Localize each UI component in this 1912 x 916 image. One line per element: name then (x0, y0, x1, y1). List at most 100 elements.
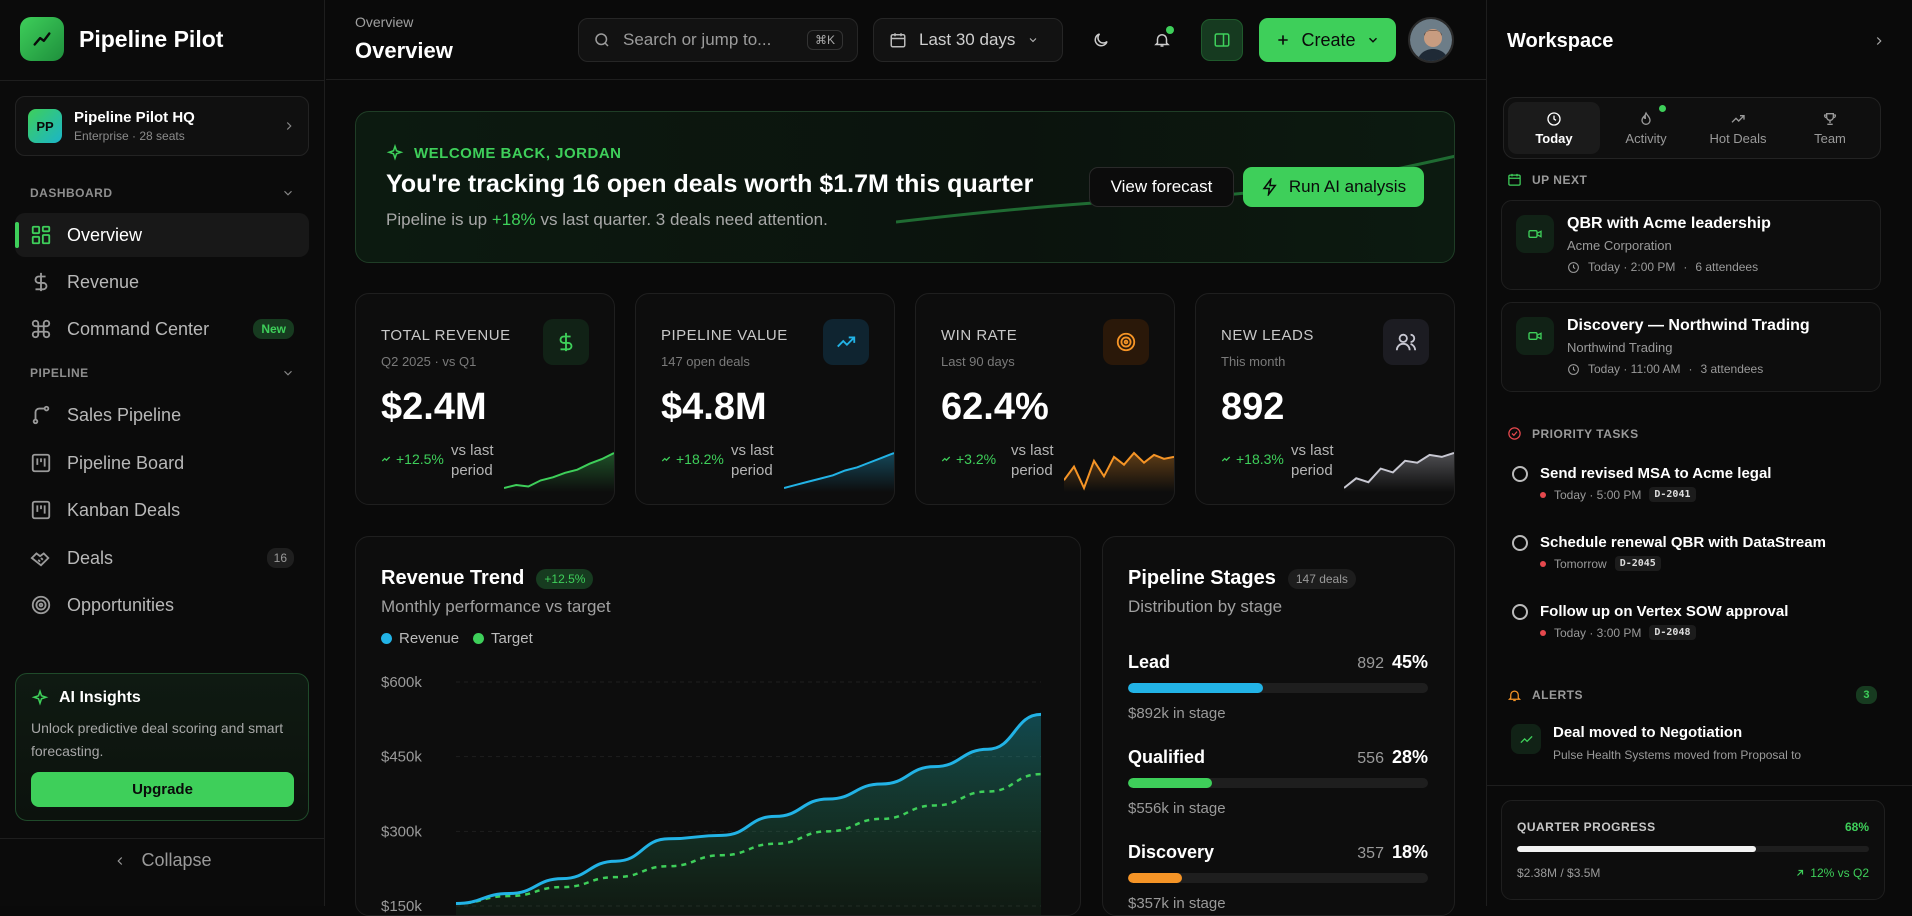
trend-up-icon (1511, 724, 1541, 754)
sidebar-item-sales-pipeline[interactable]: Sales Pipeline (15, 393, 309, 437)
sidebar-item-deals[interactable]: Deals 16 (15, 536, 309, 580)
notifications-button[interactable] (1144, 22, 1180, 58)
theme-toggle[interactable] (1083, 22, 1119, 58)
toggle-panel-button[interactable] (1201, 19, 1243, 61)
tab-today[interactable]: Today (1508, 102, 1600, 154)
stage-item[interactable]: Qualified 556 28% $556k in stage (1128, 747, 1428, 817)
kpi-comparison: vs last period (1011, 441, 1071, 481)
create-label: Create (1301, 30, 1355, 51)
section-pipeline[interactable]: PIPELINE (30, 366, 295, 380)
upgrade-button[interactable]: Upgrade (31, 772, 294, 807)
kpi-card[interactable]: PIPELINE VALUE 147 open deals $4.8M +18.… (635, 293, 895, 505)
tab-hot-deals[interactable]: Hot Deals (1692, 102, 1784, 154)
kpi-card[interactable]: WIN RATE Last 90 days 62.4% +3.2% vs las… (915, 293, 1175, 505)
task-title: Follow up on Vertex SOW approval (1540, 603, 1788, 620)
revenue-trend-chart: $600k$450k$300k$150k (356, 662, 1081, 916)
ai-insights-card: AI Insights Unlock predictive deal scori… (15, 673, 309, 821)
kpi-sparkline (504, 447, 614, 492)
calendar-icon (1507, 172, 1522, 187)
sidebar-item-label: Sales Pipeline (67, 405, 181, 426)
chevron-right-icon[interactable] (1872, 34, 1886, 48)
moon-icon (1092, 31, 1110, 49)
priority-tasks-header: PRIORITY TASKS (1507, 426, 1877, 441)
kpi-subtitle: Last 90 days (941, 354, 1015, 369)
bell-icon (1507, 688, 1522, 703)
sidebar-item-command-center[interactable]: Command Center New (15, 307, 309, 351)
create-button[interactable]: Create (1259, 18, 1396, 62)
tab-team[interactable]: Team (1784, 102, 1876, 154)
user-avatar[interactable] (1408, 17, 1454, 63)
sidebar-item-kanban-deals[interactable]: Kanban Deals (15, 488, 309, 532)
section-label: DASHBOARD (30, 186, 113, 200)
date-range-value: Last 30 days (919, 30, 1015, 50)
brand[interactable]: Pipeline Pilot (20, 17, 223, 61)
stage-percent: 18% (1392, 842, 1428, 863)
section-dashboard[interactable]: DASHBOARD (30, 186, 295, 200)
kpi-delta: +18.3% (1221, 451, 1284, 467)
org-switcher[interactable]: PP Pipeline Pilot HQ Enterprise · 28 sea… (15, 96, 309, 156)
sidebar-item-label: Opportunities (67, 595, 174, 616)
kpi-label: NEW LEADS (1221, 327, 1314, 344)
sidebar-item-label: Pipeline Board (67, 453, 184, 474)
sidebar-item-opportunities[interactable]: Opportunities (15, 583, 309, 627)
task-item[interactable]: Send revised MSA to Acme legal Today · 5… (1512, 465, 1882, 502)
stage-bar (1128, 778, 1428, 788)
users-icon (1383, 319, 1429, 365)
clock-icon (1546, 111, 1562, 127)
tab-label: Hot Deals (1709, 131, 1766, 146)
workspace-panel: Workspace Today Activity Hot Deals Team … (1486, 0, 1912, 906)
revenue-trend-card: Revenue Trend +12.5% Monthly performance… (355, 536, 1081, 916)
task-item[interactable]: Schedule renewal QBR with DataStream Tom… (1512, 534, 1882, 571)
event-title: QBR with Acme leadership (1567, 215, 1771, 233)
task-checkbox[interactable] (1512, 604, 1528, 620)
stage-item[interactable]: Discovery 357 18% $357k in stage (1128, 842, 1428, 912)
quarter-progress-fill (1517, 846, 1756, 852)
event-card[interactable]: Discovery — Northwind Trading Northwind … (1501, 302, 1881, 392)
task-checkbox[interactable] (1512, 535, 1528, 551)
quarter-delta: 12% vs Q2 (1794, 866, 1869, 880)
task-item[interactable]: Follow up on Vertex SOW approval Today ·… (1512, 603, 1882, 640)
event-card[interactable]: QBR with Acme leadership Acme Corporatio… (1501, 200, 1881, 290)
stage-bar-fill (1128, 778, 1212, 788)
legend-revenue[interactable]: Revenue (381, 630, 459, 647)
task-checkbox[interactable] (1512, 466, 1528, 482)
sidebar-item-overview[interactable]: Overview (15, 213, 309, 257)
sidebar-item-label: Command Center (67, 319, 209, 340)
revenue-area (456, 714, 1041, 916)
breadcrumb[interactable]: Overview (355, 14, 413, 30)
quarter-progress-bar (1517, 846, 1869, 852)
y-tick-label: $150k (381, 898, 422, 915)
ai-insights-title: AI Insights (59, 689, 141, 707)
view-forecast-button[interactable]: View forecast (1089, 167, 1234, 207)
chevron-down-icon (1366, 33, 1380, 47)
task-title: Schedule renewal QBR with DataStream (1540, 534, 1826, 551)
kpi-value: $2.4M (381, 386, 487, 429)
workspace-tabs: Today Activity Hot Deals Team (1503, 97, 1881, 159)
date-range-select[interactable]: Last 30 days (873, 18, 1063, 62)
kpi-card[interactable]: TOTAL REVENUE Q2 2025 · vs Q1 $2.4M +12.… (355, 293, 615, 505)
section-label: PIPELINE (30, 366, 89, 380)
sidebar-item-pipeline-board[interactable]: Pipeline Board (15, 441, 309, 485)
legend-target[interactable]: Target (473, 630, 533, 647)
stage-item[interactable]: Lead 892 45% $892k in stage (1128, 652, 1428, 722)
sidebar-item-label: Overview (67, 225, 142, 246)
collapse-button[interactable]: Collapse (0, 850, 325, 871)
priority-dot (1540, 630, 1546, 636)
tab-activity[interactable]: Activity (1600, 102, 1692, 154)
sparkle-icon (386, 144, 404, 162)
plus-icon (1275, 32, 1291, 48)
trend-up-icon (1730, 111, 1746, 127)
kpi-label: TOTAL REVENUE (381, 327, 511, 344)
task-due: Today · 3:00 PM (1554, 626, 1641, 640)
kpi-card[interactable]: NEW LEADS This month 892 +18.3% vs last … (1195, 293, 1455, 505)
command-icon (30, 318, 52, 340)
kpi-label: WIN RATE (941, 327, 1017, 344)
welcome-subtext: Pipeline is up +18% vs last quarter. 3 d… (386, 210, 828, 230)
sidebar-item-revenue[interactable]: Revenue (15, 260, 309, 304)
sidebar-item-label: Revenue (67, 272, 139, 293)
run-ai-analysis-button[interactable]: Run AI analysis (1243, 167, 1424, 207)
search-input[interactable]: Search or jump to... ⌘K (578, 18, 858, 62)
priority-dot (1540, 561, 1546, 567)
chevron-right-icon (282, 119, 296, 133)
stage-bar (1128, 873, 1428, 883)
